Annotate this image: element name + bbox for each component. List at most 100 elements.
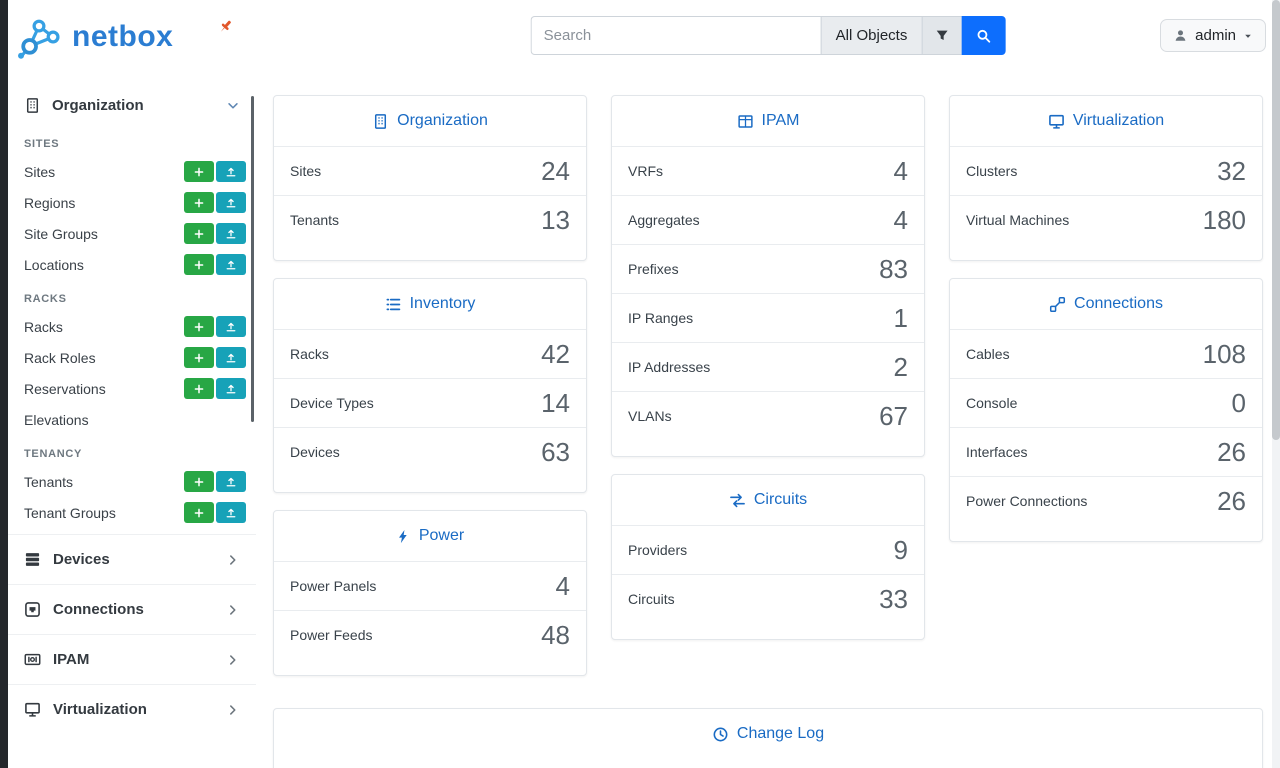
stat-row: Racks 42: [274, 329, 586, 378]
sidebar-section-organization[interactable]: Organization: [8, 86, 256, 125]
scrollbar-thumb[interactable]: [1272, 0, 1280, 440]
sidebar-link-regions[interactable]: Regions: [24, 194, 76, 211]
sidebar-item-rack-roles: Rack Roles: [8, 342, 256, 373]
sidebar-link-site-groups[interactable]: Site Groups: [24, 225, 98, 242]
stat-value[interactable]: 2: [893, 351, 908, 382]
stat-label[interactable]: Circuits: [628, 591, 675, 607]
card-title: Inventory: [409, 295, 476, 312]
sidebar-link-racks[interactable]: Racks: [24, 318, 63, 335]
stat-label[interactable]: Devices: [290, 444, 340, 460]
stat-label[interactable]: Prefixes: [628, 261, 679, 277]
netbox-logo[interactable]: netbox: [8, 0, 256, 62]
stat-value[interactable]: 108: [1202, 338, 1246, 369]
search-submit-button[interactable]: [961, 16, 1006, 55]
stat-value[interactable]: 9: [893, 534, 908, 565]
sidebar-link-elevations[interactable]: Elevations: [24, 411, 89, 428]
sidebar-link-tenants[interactable]: Tenants: [24, 473, 74, 490]
stat-label[interactable]: Power Connections: [966, 493, 1088, 509]
stat-label[interactable]: IP Ranges: [628, 310, 694, 326]
card-title: Power: [418, 527, 465, 544]
chevron-right-icon: [226, 653, 240, 667]
stat-value[interactable]: 1: [893, 302, 908, 333]
list-icon: [385, 296, 402, 313]
stat-value[interactable]: 4: [555, 570, 570, 601]
stat-label[interactable]: Power Feeds: [290, 627, 373, 643]
stat-value[interactable]: 42: [541, 338, 570, 369]
stat-label[interactable]: VRFs: [628, 163, 663, 179]
stat-value[interactable]: 14: [541, 387, 570, 418]
history-icon: [712, 726, 729, 743]
stat-value[interactable]: 32: [1217, 155, 1246, 186]
stat-value[interactable]: 48: [541, 619, 570, 650]
locations-import-button[interactable]: [216, 254, 246, 275]
stat-label[interactable]: Aggregates: [628, 212, 700, 228]
regions-import-button[interactable]: [216, 192, 246, 213]
rack-roles-add-button[interactable]: [184, 347, 214, 368]
stat-label[interactable]: IP Addresses: [628, 359, 711, 375]
sidebar-scrollbar[interactable]: [251, 96, 254, 422]
stat-label[interactable]: Console: [966, 395, 1018, 411]
site-groups-add-button[interactable]: [184, 223, 214, 244]
site-groups-import-button[interactable]: [216, 223, 246, 244]
stat-value[interactable]: 63: [541, 436, 570, 467]
stat-label[interactable]: Tenants: [290, 212, 340, 228]
card-title: Connections: [1074, 295, 1163, 312]
chevron-right-icon: [226, 603, 240, 617]
sidebar-section-virtualization[interactable]: Virtualization: [8, 684, 256, 734]
stat-value[interactable]: 33: [879, 583, 908, 614]
stat-value[interactable]: 83: [879, 253, 908, 284]
stat-value[interactable]: 24: [541, 155, 570, 186]
stat-value[interactable]: 26: [1217, 436, 1246, 467]
stat-value[interactable]: 180: [1202, 204, 1246, 235]
transit-icon: [729, 492, 746, 509]
tenant-groups-import-button[interactable]: [216, 502, 246, 523]
stat-label[interactable]: Device Types: [290, 395, 374, 411]
stat-value[interactable]: 4: [893, 204, 908, 235]
tenant-groups-add-button[interactable]: [184, 502, 214, 523]
user-menu[interactable]: admin: [1160, 19, 1266, 52]
object-type-dropdown[interactable]: All Objects: [820, 16, 922, 55]
stat-value[interactable]: 13: [541, 204, 570, 235]
stat-label[interactable]: Providers: [628, 542, 688, 558]
stat-label[interactable]: Racks: [290, 346, 329, 362]
left-scrollbar-strip[interactable]: [0, 0, 8, 768]
stat-value[interactable]: 26: [1217, 485, 1246, 516]
stat-label[interactable]: Power Panels: [290, 578, 377, 594]
stat-label[interactable]: Clusters: [966, 163, 1018, 179]
stat-label[interactable]: VLANs: [628, 408, 672, 424]
racks-add-button[interactable]: [184, 316, 214, 337]
stat-value[interactable]: 67: [879, 400, 908, 431]
stat-label[interactable]: Sites: [290, 163, 322, 179]
tenants-add-button[interactable]: [184, 471, 214, 492]
sidebar-section-connections[interactable]: Connections: [8, 584, 256, 634]
stat-label[interactable]: Interfaces: [966, 444, 1028, 460]
regions-add-button[interactable]: [184, 192, 214, 213]
sidebar-section-label: Connections: [53, 601, 144, 618]
reservations-add-button[interactable]: [184, 378, 214, 399]
sidebar-section-ipam[interactable]: IPAM: [8, 634, 256, 684]
sidebar-section-devices[interactable]: Devices: [8, 534, 256, 584]
sidebar-link-tenant-groups[interactable]: Tenant Groups: [24, 504, 116, 521]
sidebar-link-locations[interactable]: Locations: [24, 256, 84, 273]
reservations-import-button[interactable]: [216, 378, 246, 399]
sidebar-link-sites[interactable]: Sites: [24, 163, 56, 180]
chevron-right-icon: [226, 703, 240, 717]
stat-value[interactable]: 4: [893, 155, 908, 186]
stat-label[interactable]: Cables: [966, 346, 1010, 362]
tenants-import-button[interactable]: [216, 471, 246, 492]
rack-roles-import-button[interactable]: [216, 347, 246, 368]
page-scrollbar[interactable]: [1272, 0, 1280, 768]
pin-icon[interactable]: [217, 18, 234, 35]
sites-add-button[interactable]: [184, 161, 214, 182]
sidebar-link-rack-roles[interactable]: Rack Roles: [24, 349, 96, 366]
sites-import-button[interactable]: [216, 161, 246, 182]
sidebar-link-reservations[interactable]: Reservations: [24, 380, 106, 397]
filter-button[interactable]: [921, 16, 962, 55]
locations-add-button[interactable]: [184, 254, 214, 275]
racks-import-button[interactable]: [216, 316, 246, 337]
search-input[interactable]: [530, 16, 821, 55]
stat-label[interactable]: Virtual Machines: [966, 212, 1070, 228]
monitor-icon: [1048, 113, 1065, 130]
stat-row: VRFs 4: [612, 146, 924, 195]
stat-value[interactable]: 0: [1231, 387, 1246, 418]
